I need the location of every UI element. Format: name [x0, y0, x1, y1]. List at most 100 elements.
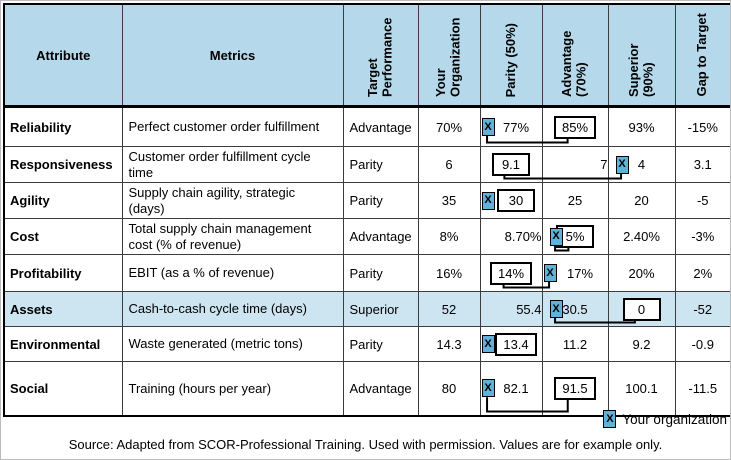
- metric-value: 93%: [628, 119, 655, 135]
- cell-your-organization: 80: [417, 361, 481, 416]
- cell-gap-to-target: -15%: [674, 106, 730, 147]
- column-header-label: Gap to Target: [694, 13, 710, 97]
- table-row: Responsiveness Customer order fulfillment…: [3, 146, 730, 183]
- target-range-box: 9.1: [492, 153, 530, 176]
- cell-your-organization: 8%: [417, 218, 481, 255]
- cell-attribute: Profitability: [3, 254, 123, 292]
- cell-metric: EBIT (as a % of revenue): [121, 254, 344, 292]
- metric-value: 82.1: [503, 380, 529, 396]
- your-org-marker-icon: X: [481, 118, 495, 136]
- table-row: Profitability EBIT (as a % of revenue) Par…: [3, 254, 730, 292]
- cell-parity: 9.1: [479, 146, 543, 183]
- cell-target-performance: Superior: [342, 291, 419, 327]
- cell-target-performance: Parity: [342, 146, 419, 183]
- column-header-your-organization: Your Organization: [417, 3, 481, 108]
- cell-your-organization: 70%: [417, 106, 481, 147]
- cell-advantage: 91.5: [541, 361, 609, 416]
- your-org-marker-icon: X: [481, 191, 495, 210]
- cell-metric: Supply chain agility, strategic (days): [121, 182, 344, 219]
- cell-parity: X 30: [479, 182, 543, 219]
- column-header-label: Your Organization: [433, 17, 463, 97]
- target-range-box: 0: [622, 297, 661, 321]
- cell-superior: 100.1: [607, 361, 676, 416]
- cell-metric: Total supply chain management cost (% of…: [121, 218, 344, 255]
- metric-value: 17%: [566, 265, 594, 281]
- metric-value: 20: [634, 193, 649, 208]
- target-range-box: 14%: [489, 261, 533, 285]
- metric-value: 11.2: [562, 336, 588, 352]
- metric-value: 100.1: [625, 380, 658, 396]
- cell-your-organization: 6: [417, 146, 481, 183]
- cell-metric: Cash-to-cash cycle time (days): [121, 291, 344, 327]
- your-org-marker-icon: X: [543, 264, 557, 282]
- benchmark-table: Attribute Metrics Target Performance Your O…: [3, 3, 730, 417]
- table-row: Social Training (hours per year) Advantage…: [3, 361, 730, 416]
- target-range-box: 30: [497, 189, 535, 212]
- metric-value: 55.4: [516, 301, 542, 317]
- cell-superior: 9.2: [607, 326, 676, 362]
- cell-attribute: Reliability: [3, 106, 123, 147]
- cell-parity: X 13.4: [479, 326, 543, 362]
- column-header-target-performance: Target Performance: [342, 3, 419, 108]
- column-header-label: Parity (50%): [502, 22, 518, 97]
- cell-metric: Waste generated (metric tons): [121, 326, 344, 362]
- cell-target-performance: Advantage: [342, 218, 419, 255]
- legend-label: Your organization: [622, 411, 727, 427]
- cell-gap-to-target: -0.9: [674, 326, 730, 362]
- table-row: Reliability Perfect customer order fulfil…: [3, 106, 730, 147]
- metric-value: 4: [637, 157, 646, 172]
- column-header-attribute: Attribute: [3, 3, 123, 108]
- column-header-label: Superior (90%): [625, 43, 656, 97]
- cell-superior: 20%: [607, 254, 676, 292]
- table-row: Environmental Waste generated (metric ton…: [3, 326, 730, 362]
- cell-parity: X 77%: [479, 106, 543, 147]
- cell-metric: Customer order fulfillment cycle time: [121, 146, 344, 183]
- table-row: Cost Total supply chain management cost (…: [3, 218, 730, 255]
- cell-your-organization: 14.3: [417, 326, 481, 362]
- cell-attribute: Cost: [3, 218, 123, 255]
- cell-attribute: Agility: [3, 182, 123, 219]
- cell-attribute: Assets: [3, 291, 123, 327]
- column-header-label: Target Performance: [364, 17, 395, 97]
- cell-superior: 93%: [607, 106, 676, 147]
- cell-attribute: Environmental: [3, 326, 123, 362]
- column-header-parity-50: Parity (50%): [479, 3, 543, 108]
- cell-superior: 0: [607, 291, 676, 327]
- cell-parity: 14%: [479, 254, 543, 292]
- column-header-metrics: Metrics: [121, 3, 344, 108]
- table-body: Reliability Perfect customer order fulfil…: [3, 106, 730, 416]
- column-header-superior-90: Superior (90%): [607, 3, 676, 108]
- metric-value: 9.2: [632, 336, 651, 352]
- cell-gap-to-target: -11.5: [674, 361, 730, 416]
- cell-advantage: 85%: [541, 106, 609, 147]
- cell-target-performance: Advantage: [342, 106, 419, 147]
- metric-value: 20%: [628, 265, 655, 281]
- cell-advantage: 25: [541, 182, 609, 219]
- cell-gap-to-target: -3%: [674, 218, 730, 255]
- cell-target-performance: Parity: [342, 254, 419, 292]
- header-row: Attribute Metrics Target Performance Your O…: [3, 3, 730, 108]
- cell-parity: 8.70% X: [479, 218, 563, 255]
- table-row: Agility Supply chain agility, strategic (…: [3, 182, 730, 219]
- metric-value: 2.40%: [623, 229, 660, 244]
- your-org-marker-icon: X: [549, 300, 563, 318]
- source-note: Source: Adapted from SCOR-Professional T…: [68, 437, 663, 452]
- target-range-box: 85%: [553, 115, 597, 139]
- metric-value: 30.5: [562, 301, 588, 317]
- cell-your-organization: 16%: [417, 254, 481, 292]
- cell-gap-to-target: -52: [674, 291, 730, 327]
- cell-gap-to-target: -5: [674, 182, 730, 219]
- your-org-marker-icon: X: [481, 379, 495, 398]
- legend: X Your organization: [603, 410, 727, 428]
- target-range-box: 91.5: [554, 376, 596, 400]
- your-org-marker-icon: X: [603, 410, 617, 428]
- cell-gap-to-target: 2%: [674, 254, 730, 292]
- metric-value: 7: [600, 157, 608, 172]
- table-header: Attribute Metrics Target Performance Your O…: [3, 3, 730, 108]
- cell-attribute: Responsiveness: [3, 146, 123, 183]
- metric-value: 25: [567, 193, 583, 208]
- cell-target-performance: Advantage: [342, 361, 419, 416]
- table-row: Assets Cash-to-cash cycle time (days) Supe…: [3, 291, 730, 327]
